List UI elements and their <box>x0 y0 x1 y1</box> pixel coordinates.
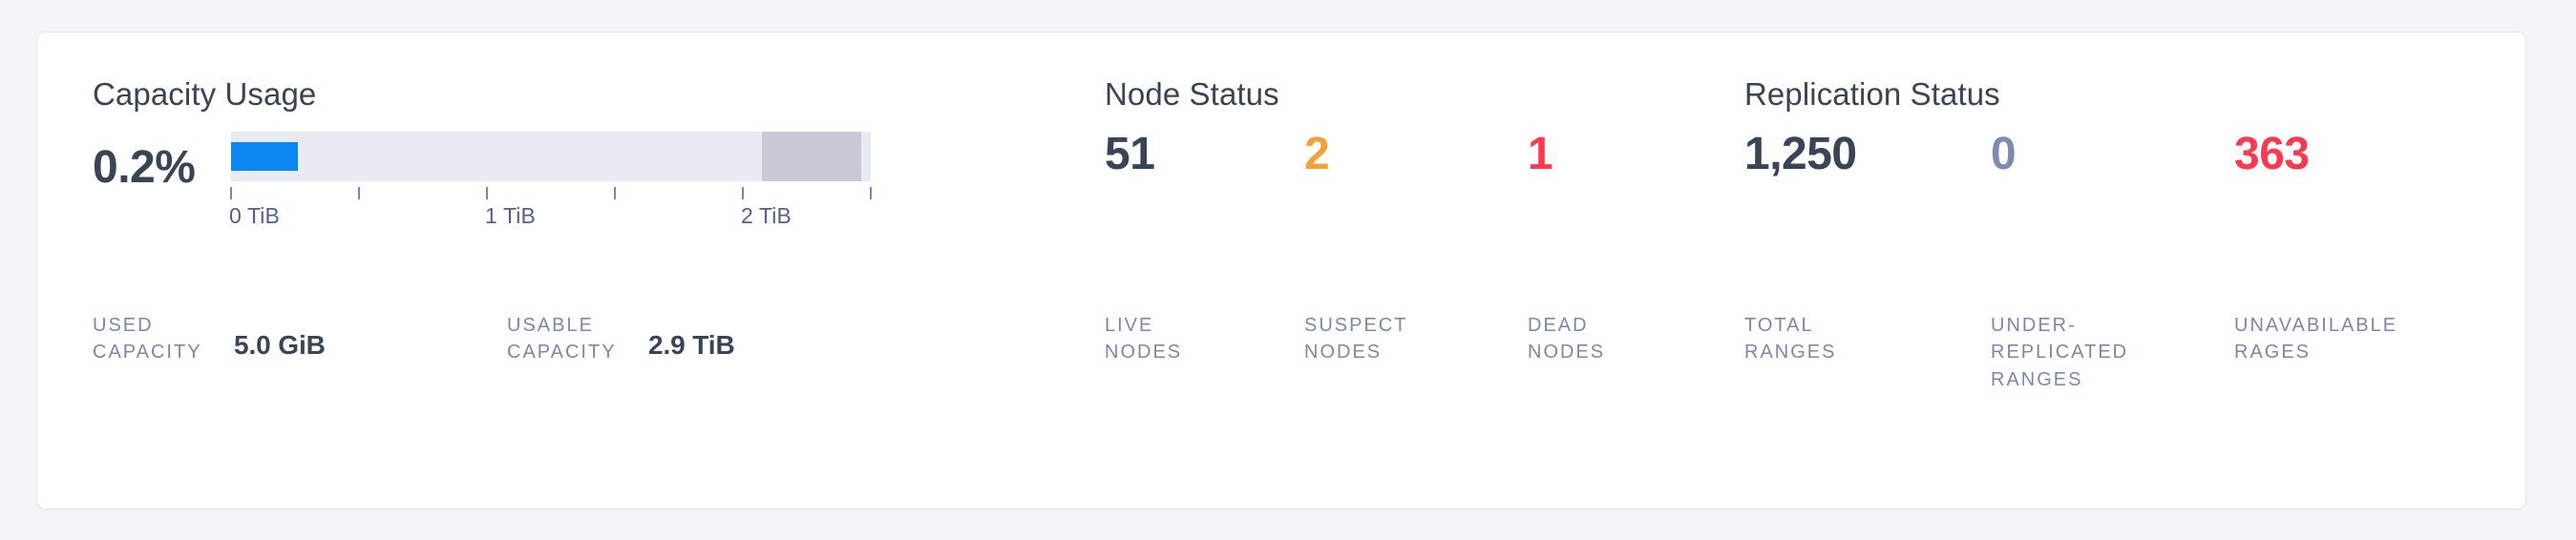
stat-unavailable-ranges-value: 363 <box>2234 129 2310 179</box>
metric-used-capacity-label: Used Capacity <box>93 315 202 363</box>
axis-tick-label-0: 0 TiB <box>229 203 280 228</box>
capacity-bar-wrapper: 0 TiB 1 TiB 2 TiB <box>229 132 872 237</box>
axis-tick-label-4: 2 TiB <box>741 203 792 228</box>
capacity-usage-title: Capacity Usage <box>93 76 317 112</box>
stat-suspect-nodes-value: 2 <box>1304 129 1330 179</box>
capacity-percent-value: 0.2% <box>93 142 196 193</box>
axis-tick-3 <box>614 187 616 199</box>
summary-sections: Capacity Usage 0.2% 0 TiB 1 TiB 2 TiB Used… <box>37 32 2525 509</box>
stat-total-ranges-value: 1,250 <box>1744 129 1857 179</box>
node-status-section: Node Status 51 Live Nodes 2 Suspect Node… <box>1105 32 1744 509</box>
stat-dead-nodes-label: Dead Nodes <box>1528 315 1606 363</box>
capacity-usage-section: Capacity Usage 0.2% 0 TiB 1 TiB 2 TiB Used… <box>93 32 1105 509</box>
stat-total-ranges-label: Total Ranges <box>1744 315 1837 363</box>
capacity-metrics: Used Capacity 5.0 GiB Usable Capacity 2.… <box>93 312 1105 503</box>
axis-tick-4 <box>742 187 744 199</box>
replication-status-title: Replication Status <box>1744 76 2000 112</box>
axis-tick-label-2: 1 TiB <box>485 203 536 228</box>
replication-status-section: Replication Status 1,250 Total Ranges 0 … <box>1744 32 2508 509</box>
stat-live-nodes-label: Live Nodes <box>1105 315 1183 363</box>
axis-tick-1 <box>358 187 360 199</box>
capacity-bar-reserved-segment <box>762 132 861 181</box>
metric-usable-capacity: Usable Capacity 2.9 TiB <box>507 312 735 366</box>
cluster-summary-card: Capacity Usage 0.2% 0 TiB 1 TiB 2 TiB Used… <box>36 31 2526 509</box>
stat-under-replicated-ranges-label: Under- Replicated Ranges <box>1991 315 2129 390</box>
stat-under-replicated-ranges-value: 0 <box>1991 129 2016 179</box>
capacity-bar-track <box>231 132 871 181</box>
metric-used-capacity-value: 5.0 GiB <box>234 330 326 360</box>
capacity-bar-used-fill <box>231 142 299 171</box>
stat-unavailable-ranges-label: Unavabilable Rages <box>2234 315 2398 363</box>
capacity-bar-axis: 0 TiB 1 TiB 2 TiB <box>229 187 872 237</box>
metric-used-capacity: Used Capacity 5.0 GiB <box>93 312 326 366</box>
stat-suspect-nodes-label: Suspect Nodes <box>1304 315 1408 363</box>
node-status-title: Node Status <box>1105 76 1279 112</box>
stat-live-nodes-value: 51 <box>1105 129 1155 179</box>
axis-tick-0 <box>230 187 232 199</box>
capacity-usage-chart: 0.2% 0 TiB 1 TiB 2 TiB <box>93 132 1105 237</box>
axis-tick-2 <box>486 187 488 199</box>
metric-usable-capacity-value: 2.9 TiB <box>648 330 735 360</box>
stat-dead-nodes-value: 1 <box>1528 129 1553 179</box>
axis-tick-5 <box>870 187 872 199</box>
metric-usable-capacity-label: Usable Capacity <box>507 315 617 363</box>
